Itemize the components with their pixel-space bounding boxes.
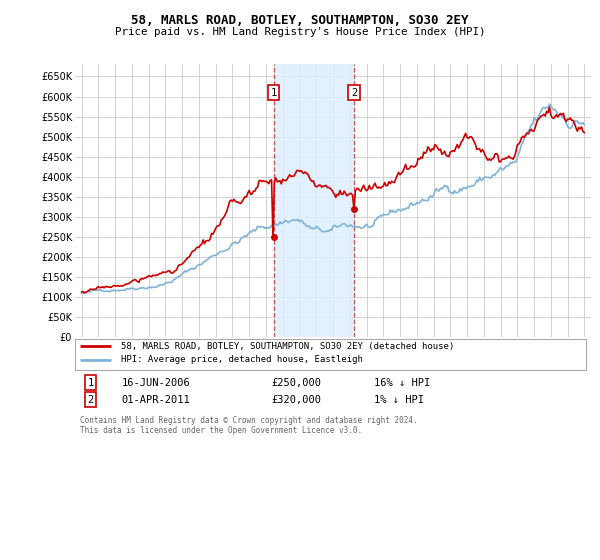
FancyBboxPatch shape [75, 339, 586, 370]
Text: Price paid vs. HM Land Registry's House Price Index (HPI): Price paid vs. HM Land Registry's House … [115, 27, 485, 37]
Text: 01-APR-2011: 01-APR-2011 [121, 395, 190, 405]
Text: 1: 1 [88, 377, 94, 388]
Text: 2: 2 [88, 395, 94, 405]
Bar [274, 64, 354, 338]
Text: 1% ↓ HPI: 1% ↓ HPI [374, 395, 424, 405]
Text: 1: 1 [271, 87, 277, 97]
Text: 16% ↓ HPI: 16% ↓ HPI [374, 377, 431, 388]
Text: Contains HM Land Registry data © Crown copyright and database right 2024.
This d: Contains HM Land Registry data © Crown c… [80, 416, 418, 435]
Text: £250,000: £250,000 [271, 377, 321, 388]
Text: 16-JUN-2006: 16-JUN-2006 [121, 377, 190, 388]
Text: 58, MARLS ROAD, BOTLEY, SOUTHAMPTON, SO30 2EY (detached house): 58, MARLS ROAD, BOTLEY, SOUTHAMPTON, SO3… [121, 342, 455, 351]
Text: £320,000: £320,000 [271, 395, 321, 405]
Text: 2: 2 [351, 87, 357, 97]
Text: HPI: Average price, detached house, Eastleigh: HPI: Average price, detached house, East… [121, 355, 364, 364]
Text: 58, MARLS ROAD, BOTLEY, SOUTHAMPTON, SO30 2EY: 58, MARLS ROAD, BOTLEY, SOUTHAMPTON, SO3… [131, 14, 469, 27]
